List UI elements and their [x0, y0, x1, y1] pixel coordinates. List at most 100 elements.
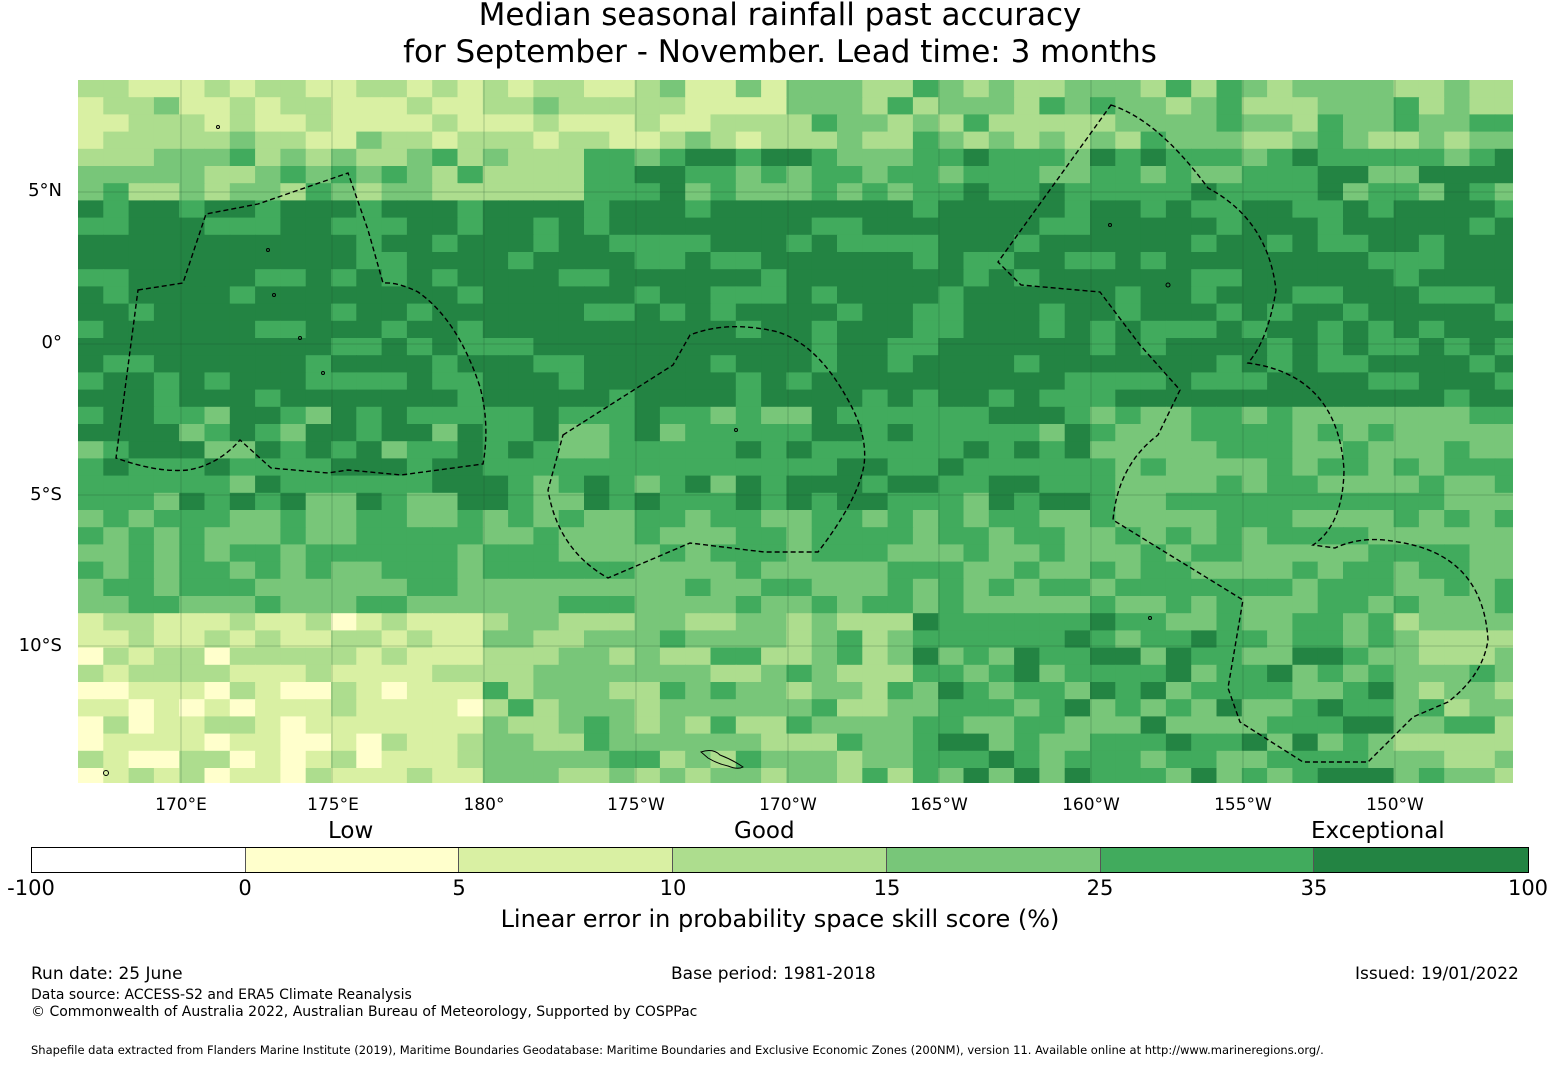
grid-cell: [659, 492, 686, 511]
island-dot: [103, 770, 109, 776]
grid-cell: [1267, 252, 1293, 270]
grid-cell: [406, 269, 433, 287]
grid-cell: [204, 355, 231, 373]
grid-cell: [305, 527, 332, 545]
grid-cell: [229, 441, 256, 459]
grid-cell: [508, 664, 534, 683]
grid-cell: [128, 80, 155, 98]
grid-cell: [406, 355, 433, 373]
grid-cell: [1368, 647, 1395, 666]
grid-cell: [584, 200, 610, 219]
grid-cell: [305, 338, 332, 356]
grid-cell: [1140, 699, 1167, 717]
grid-cell: [811, 355, 838, 373]
grid-cell: [837, 303, 863, 322]
grid-cell: [204, 389, 231, 408]
grid-cell: [103, 561, 130, 580]
grid-cell: [837, 578, 863, 597]
grid-cell: [280, 630, 307, 649]
grid-cell: [482, 217, 509, 236]
grid-cell: [78, 148, 104, 167]
grid-cell: [1115, 630, 1142, 649]
grid-cell: [1418, 252, 1445, 270]
grid-cell: [1140, 355, 1167, 373]
grid-cell: [1418, 596, 1445, 614]
grid-cell: [735, 699, 762, 717]
grid-cell: [584, 544, 610, 563]
grid-cell: [634, 561, 661, 580]
grid-cell: [1115, 406, 1142, 425]
grid-cell: [1014, 596, 1040, 614]
grid-cell: [811, 596, 838, 614]
grid-cell: [558, 544, 585, 563]
grid-cell: [457, 217, 484, 236]
grid-cell: [1494, 768, 1513, 783]
grid-cell: [255, 372, 281, 391]
grid-cell: [1317, 561, 1344, 580]
grid-cell: [1368, 355, 1395, 373]
grid-cell: [685, 441, 712, 459]
grid-cell: [280, 217, 307, 236]
grid-cell: [533, 441, 560, 459]
grid-cell: [1418, 527, 1445, 545]
grid-cell: [508, 406, 534, 425]
grid-cell: [710, 252, 737, 270]
grid-cell: [1343, 389, 1369, 408]
grid-cell: [887, 114, 914, 133]
grid-cell: [963, 699, 990, 717]
grid-cell: [837, 544, 863, 563]
grid-cell: [1191, 613, 1218, 631]
grid-cell: [1115, 217, 1142, 236]
grid-cell: [457, 131, 484, 150]
grid-cell: [685, 148, 712, 167]
grid-cell: [862, 148, 889, 167]
grid-cell: [1317, 320, 1344, 339]
grid-cell: [482, 647, 509, 666]
grid-cell: [761, 768, 787, 783]
grid-cell: [912, 166, 939, 184]
island-dot: [1108, 223, 1112, 227]
grid-cell: [1343, 355, 1369, 373]
grid-cell: [1216, 733, 1243, 752]
grid-cell: [1292, 372, 1319, 391]
grid-cell: [1393, 406, 1420, 425]
grid-cell: [786, 578, 813, 597]
grid-cell: [153, 750, 180, 769]
grid-cell: [912, 647, 939, 666]
grid-cell: [761, 183, 787, 201]
grid-cell: [1343, 320, 1369, 339]
grid-cell: [786, 252, 813, 270]
grid-cell: [1444, 647, 1471, 666]
grid-cell: [229, 682, 256, 700]
grid-cell: [78, 424, 104, 442]
grid-cell: [1064, 492, 1091, 511]
grid-cell: [735, 424, 762, 442]
grid-cell: [1469, 716, 1496, 735]
grid-cell: [78, 97, 104, 115]
grid-cell: [1267, 733, 1293, 752]
grid-cell: [255, 664, 281, 683]
grid-cell: [1064, 269, 1091, 287]
grid-cell: [634, 544, 661, 563]
grid-cell: [204, 406, 231, 425]
grid-cell: [153, 647, 180, 666]
grid-cell: [1393, 561, 1420, 580]
grid-cell: [204, 200, 231, 219]
grid-cell: [1393, 716, 1420, 735]
grid-cell: [786, 561, 813, 580]
grid-cell: [887, 148, 914, 167]
grid-cell: [1140, 406, 1167, 425]
grid-cell: [1165, 596, 1192, 614]
grid-cell: [356, 750, 383, 769]
grid-cell: [204, 699, 231, 717]
grid-cell: [432, 424, 459, 442]
grid-cell: [153, 234, 180, 253]
grid-cell: [128, 389, 155, 408]
grid-cell: [1039, 131, 1066, 150]
grid-cell: [1368, 234, 1395, 253]
grid-cell: [432, 682, 459, 700]
grid-cell: [609, 613, 636, 631]
grid-cell: [1014, 630, 1040, 649]
grid-cell: [1267, 699, 1293, 717]
grid-cell: [1444, 234, 1471, 253]
